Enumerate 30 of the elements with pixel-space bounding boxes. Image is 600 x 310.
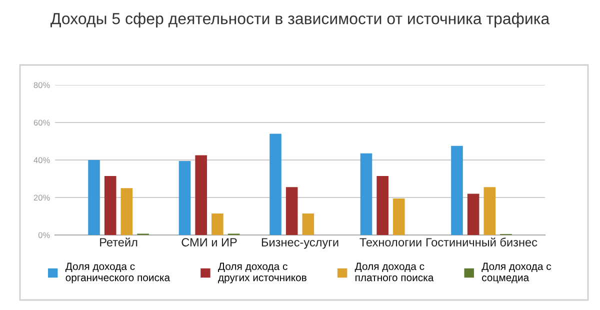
bar <box>178 160 191 235</box>
bar <box>360 153 372 235</box>
bar <box>195 155 207 235</box>
bar <box>302 213 314 235</box>
bar <box>451 146 463 235</box>
bar <box>376 176 388 235</box>
x-tick-label: Ретейл <box>100 238 138 246</box>
bar <box>212 213 224 235</box>
bar <box>484 187 496 235</box>
bar <box>286 187 298 235</box>
bar <box>467 194 480 235</box>
bar <box>120 188 133 235</box>
bar <box>88 160 100 235</box>
bar <box>104 176 116 235</box>
legend-label: Доля дохода с органического поиска <box>65 262 170 284</box>
legend-label: Доля дохода с других источников <box>218 262 306 284</box>
y-tick-label: 0% <box>38 232 50 238</box>
x-tick-label: СМИ и ИР <box>182 238 237 246</box>
bar <box>393 198 405 235</box>
y-tick-label: 40% <box>34 157 50 164</box>
legend-label: Доля дохода с соцмедиа <box>482 262 552 284</box>
y-tick-label: 20% <box>34 194 50 201</box>
x-tick-label: Бизнес-услуги <box>262 238 338 249</box>
chart-title: Доходы 5 сфер деятельности в зависимости от источника трафика <box>50 12 550 28</box>
x-tick-label: Технологии <box>360 238 422 246</box>
x-tick-label: Гостиничный бизнес <box>426 238 538 246</box>
y-tick-label: 60% <box>34 120 50 126</box>
bar <box>270 134 282 235</box>
legend-label: Доля дохода с платного поиска <box>354 262 434 282</box>
y-tick-label: 80% <box>34 82 50 88</box>
